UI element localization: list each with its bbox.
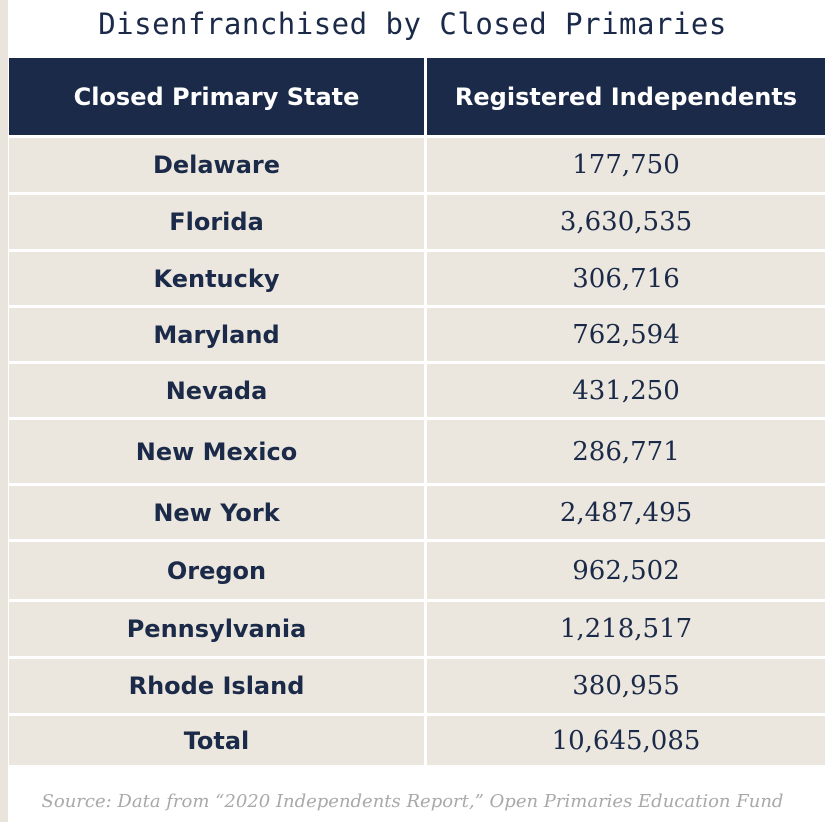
state-cell: New Mexico: [9, 420, 424, 483]
independents-cell: 1,218,517: [427, 602, 825, 656]
state-cell: Maryland: [9, 308, 424, 361]
table-row: Florida 3,630,535: [9, 195, 825, 249]
table-title: Disenfranchised by Closed Primaries: [98, 7, 727, 41]
table-row: New Mexico 286,771: [9, 420, 825, 483]
state-cell: New York: [9, 486, 424, 539]
left-border-strip: [0, 0, 8, 822]
table-row: Total 10,645,085: [9, 716, 825, 765]
state-cell: Total: [9, 716, 424, 765]
independents-cell: 762,594: [427, 308, 825, 361]
independents-cell: 962,502: [427, 542, 825, 599]
state-cell: Pennsylvania: [9, 602, 424, 656]
independents-cell: 380,955: [427, 659, 825, 713]
independents-cell: 177,750: [427, 138, 825, 192]
state-cell: Oregon: [9, 542, 424, 599]
state-cell: Kentucky: [9, 252, 424, 305]
state-cell: Florida: [9, 195, 424, 249]
column-header-state: Closed Primary State: [9, 58, 424, 135]
table-row: Oregon 962,502: [9, 542, 825, 599]
state-cell: Nevada: [9, 364, 424, 417]
table-row: Rhode Island 380,955: [9, 659, 825, 713]
table-header-row: Closed Primary State Registered Independ…: [9, 58, 825, 135]
data-table: Closed Primary State Registered Independ…: [9, 58, 825, 765]
table-row: Pennsylvania 1,218,517: [9, 602, 825, 656]
state-cell: Rhode Island: [9, 659, 424, 713]
independents-cell: 431,250: [427, 364, 825, 417]
independents-cell: 306,716: [427, 252, 825, 305]
table-body: Delaware 177,750 Florida 3,630,535 Kentucky 3…: [9, 138, 825, 765]
table-row: Maryland 762,594: [9, 308, 825, 361]
source-note: Source: Data from “2020 Independents Rep…: [41, 791, 784, 812]
independents-cell: 3,630,535: [427, 195, 825, 249]
independents-cell: 2,487,495: [427, 486, 825, 539]
table-row: New York 2,487,495: [9, 486, 825, 539]
column-header-independents: Registered Independents: [427, 58, 825, 135]
table-row: Nevada 431,250: [9, 364, 825, 417]
state-cell: Delaware: [9, 138, 424, 192]
table-row: Delaware 177,750: [9, 138, 825, 192]
independents-cell: 286,771: [427, 420, 825, 483]
table-row: Kentucky 306,716: [9, 252, 825, 305]
independents-cell: 10,645,085: [427, 716, 825, 765]
